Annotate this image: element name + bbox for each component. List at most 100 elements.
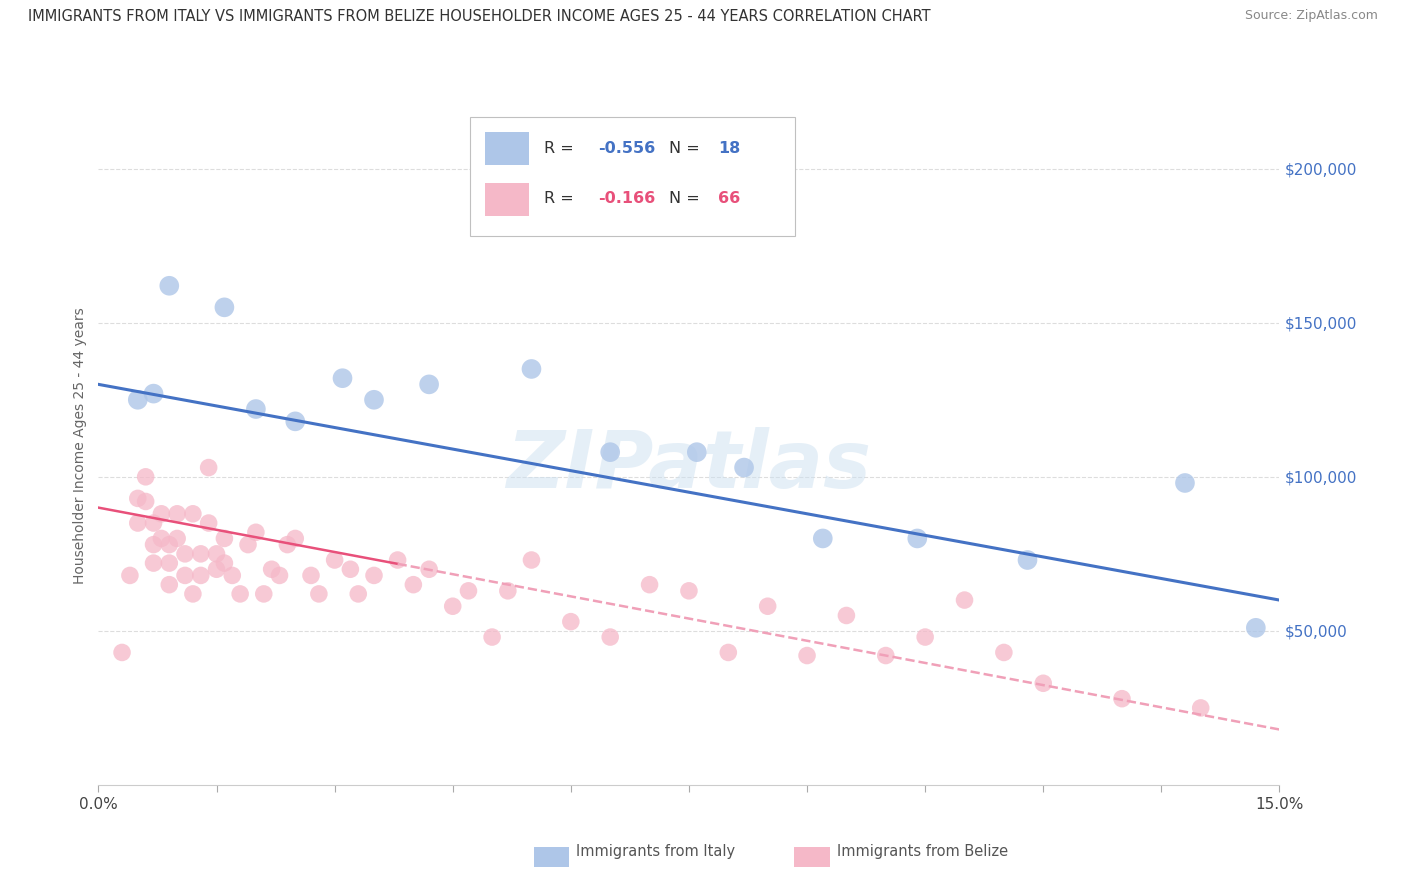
- Point: [875, 648, 897, 663]
- Point: [214, 301, 236, 315]
- Text: ZIPatlas: ZIPatlas: [506, 427, 872, 506]
- Point: [174, 547, 197, 561]
- Text: Immigrants from Italy: Immigrants from Italy: [576, 845, 735, 859]
- Point: [560, 615, 582, 629]
- Point: [197, 516, 219, 530]
- Point: [520, 553, 543, 567]
- Point: [363, 392, 385, 407]
- Point: [142, 386, 165, 401]
- Point: [197, 460, 219, 475]
- Point: [678, 583, 700, 598]
- Point: [150, 532, 173, 546]
- Point: [157, 278, 180, 293]
- Point: [157, 577, 180, 591]
- Point: [253, 587, 276, 601]
- Point: [323, 553, 346, 567]
- Bar: [485, 132, 530, 165]
- Point: [457, 583, 479, 598]
- Point: [339, 562, 361, 576]
- Point: [418, 562, 440, 576]
- Point: [717, 645, 740, 659]
- Point: [229, 587, 252, 601]
- Point: [245, 402, 267, 417]
- Point: [181, 507, 204, 521]
- Point: [127, 516, 149, 530]
- Point: [181, 587, 204, 601]
- Point: [236, 538, 259, 552]
- Point: [914, 630, 936, 644]
- Point: [496, 583, 519, 598]
- Text: 18: 18: [718, 141, 741, 156]
- Point: [157, 538, 180, 552]
- Point: [221, 568, 243, 582]
- Point: [1174, 475, 1197, 490]
- Point: [190, 568, 212, 582]
- Point: [269, 568, 291, 582]
- Point: [150, 507, 173, 521]
- Point: [835, 608, 858, 623]
- Point: [441, 599, 464, 614]
- Point: [1189, 701, 1212, 715]
- Point: [1244, 621, 1267, 635]
- Point: [347, 587, 370, 601]
- Point: [599, 630, 621, 644]
- Point: [135, 470, 157, 484]
- Point: [953, 593, 976, 607]
- Text: N =: N =: [669, 141, 704, 156]
- Point: [127, 392, 149, 407]
- Point: [127, 491, 149, 506]
- Point: [299, 568, 322, 582]
- Point: [733, 460, 755, 475]
- Point: [142, 538, 165, 552]
- Point: [205, 562, 228, 576]
- Point: [1017, 553, 1039, 567]
- Text: Source: ZipAtlas.com: Source: ZipAtlas.com: [1244, 9, 1378, 22]
- Point: [205, 547, 228, 561]
- Point: [142, 556, 165, 570]
- Point: [1032, 676, 1054, 690]
- Point: [308, 587, 330, 601]
- Y-axis label: Householder Income Ages 25 - 44 years: Householder Income Ages 25 - 44 years: [73, 308, 87, 584]
- Point: [214, 532, 236, 546]
- Text: 66: 66: [718, 191, 741, 206]
- FancyBboxPatch shape: [471, 117, 796, 235]
- Point: [599, 445, 621, 459]
- Point: [520, 362, 543, 376]
- Point: [190, 547, 212, 561]
- Text: -0.556: -0.556: [598, 141, 655, 156]
- Point: [387, 553, 409, 567]
- Point: [111, 645, 134, 659]
- Point: [157, 556, 180, 570]
- Point: [1111, 691, 1133, 706]
- Text: N =: N =: [669, 191, 704, 206]
- Point: [245, 525, 267, 540]
- Point: [166, 532, 188, 546]
- Point: [276, 538, 298, 552]
- Point: [135, 494, 157, 508]
- Point: [174, 568, 197, 582]
- Point: [402, 577, 425, 591]
- Point: [332, 371, 354, 385]
- Bar: [485, 183, 530, 216]
- Point: [796, 648, 818, 663]
- Text: IMMIGRANTS FROM ITALY VS IMMIGRANTS FROM BELIZE HOUSEHOLDER INCOME AGES 25 - 44 : IMMIGRANTS FROM ITALY VS IMMIGRANTS FROM…: [28, 9, 931, 24]
- Text: Immigrants from Belize: Immigrants from Belize: [837, 845, 1008, 859]
- Point: [811, 532, 834, 546]
- Text: R =: R =: [544, 141, 578, 156]
- Text: R =: R =: [544, 191, 578, 206]
- Point: [142, 516, 165, 530]
- Point: [418, 377, 440, 392]
- Point: [638, 577, 661, 591]
- Point: [260, 562, 283, 576]
- Point: [481, 630, 503, 644]
- Point: [363, 568, 385, 582]
- Point: [118, 568, 141, 582]
- Point: [686, 445, 709, 459]
- Point: [905, 532, 928, 546]
- Point: [756, 599, 779, 614]
- Point: [284, 532, 307, 546]
- Point: [993, 645, 1015, 659]
- Point: [214, 556, 236, 570]
- Point: [166, 507, 188, 521]
- Point: [284, 414, 307, 428]
